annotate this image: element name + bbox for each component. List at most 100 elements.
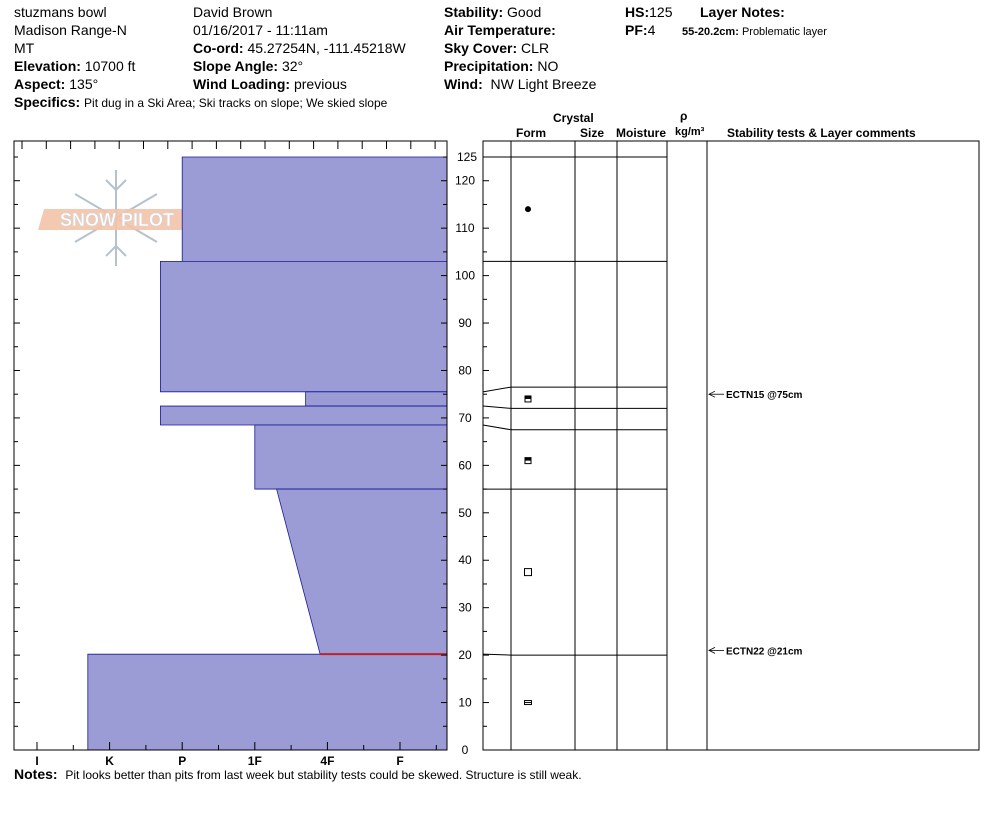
half-square-fill	[525, 457, 531, 461]
hardness-tick-label: 1F	[248, 754, 262, 768]
slope-row: Slope Angle: 32°	[193, 58, 303, 74]
dot-icon	[525, 206, 531, 213]
stability-row: Stability: Good	[444, 4, 541, 20]
coord-value: 45.27254N, -111.45218W	[247, 40, 406, 56]
hardness-tick-label: K	[105, 754, 114, 768]
aspect-label: Aspect:	[14, 76, 66, 92]
hardness-layer	[305, 391, 448, 407]
sky-row: Sky Cover: CLR	[444, 40, 549, 56]
moisture-header: Moisture	[616, 126, 667, 140]
height-tick-label: 40	[458, 553, 472, 567]
hs-value: 125	[649, 4, 673, 20]
size-header: Size	[580, 126, 605, 140]
half-square-icon	[524, 395, 532, 403]
hardness-layer	[160, 260, 448, 393]
wind-loading-label: Wind Loading:	[193, 76, 291, 92]
stability-value: Good	[507, 4, 542, 20]
hardness-layer	[87, 653, 448, 751]
sky-label: Sky Cover:	[444, 40, 518, 56]
stability-label: Stability:	[444, 4, 504, 20]
height-tick-label: 50	[458, 506, 472, 520]
hardness-frame	[13, 140, 448, 751]
observation-datetime: 01/16/2017 - 11:11am	[193, 22, 328, 38]
snowpilot-logo: SNOW PILOT	[38, 170, 196, 266]
rho-header: ρ	[680, 109, 688, 123]
wind-loading-value: previous	[293, 76, 347, 92]
hardness-layer	[254, 424, 448, 490]
hardness-tick-label: 4F	[320, 754, 334, 768]
layer-note: 55-20.2cm: Problematic layer	[682, 24, 827, 40]
layer-note-range: 55-20.2cm:	[682, 26, 739, 38]
density-unit-header: kg/m³	[675, 126, 705, 138]
rect-icon	[524, 700, 532, 706]
elevation-label: Elevation:	[14, 58, 81, 74]
precip-label: Precipitation:	[444, 58, 534, 74]
aspect-value: 135°	[69, 76, 99, 92]
hardness-tick-label: I	[35, 754, 38, 768]
precip-value: NO	[537, 58, 559, 74]
air-temp-label: Air Temperature:	[444, 22, 556, 38]
hs-label: HS:	[625, 4, 650, 20]
stability-test-marker: ECTN22 @21cm	[708, 646, 803, 657]
pf-row: PF:4	[625, 22, 655, 38]
snowpilot-logo-text: SNOW PILOT	[60, 210, 174, 230]
sky-value: CLR	[521, 40, 550, 56]
layer-connector	[482, 653, 512, 656]
stability-test-label: ECTN15 @75cm	[726, 390, 803, 401]
specifics-label: Specifics:	[14, 94, 81, 110]
wind-value: NW Light Breeze	[490, 76, 597, 92]
wind-label: Wind:	[444, 76, 483, 92]
range-name: Madison Range-N	[14, 22, 127, 38]
height-tick-label: 90	[458, 316, 472, 330]
state-name: MT	[14, 40, 35, 56]
notes-label: Notes:	[14, 766, 58, 782]
layer-connector	[482, 424, 512, 431]
hardness-tick-label: P	[178, 754, 186, 768]
height-tick-label: 10	[458, 696, 472, 710]
arrow-head-icon	[708, 647, 716, 654]
height-tick-label: 120	[455, 174, 475, 188]
hardness-layer	[181, 156, 448, 262]
elevation-row: Elevation: 10700 ft	[14, 58, 135, 74]
pf-label: PF:	[625, 22, 648, 38]
half-square-fill	[525, 395, 531, 399]
air-temp-row: Air Temperature:	[444, 22, 556, 38]
layer-connector	[482, 405, 512, 409]
height-tick-label: 80	[458, 363, 472, 377]
pf-value: 4	[647, 22, 656, 38]
notes-row: Notes: Pit looks better than pits from l…	[14, 766, 582, 783]
arrow-head-icon	[708, 390, 716, 398]
height-tick-label: 125	[457, 150, 477, 164]
height-tick-label: 70	[458, 411, 472, 425]
stability-test-label: ECTN22 @21cm	[726, 646, 803, 657]
height-tick-label: 20	[458, 648, 472, 662]
specifics-row: Specifics: Pit dug in a Ski Area; Ski tr…	[14, 94, 387, 111]
crystal-header: Crystal	[553, 111, 594, 125]
observer-name: David Brown	[193, 4, 273, 20]
coord-label: Co-ord:	[193, 40, 244, 56]
slope-label: Slope Angle:	[193, 58, 279, 74]
notes-text: Pit looks better than pits from last wee…	[65, 768, 582, 782]
layer-notes-label: Layer Notes:	[700, 4, 785, 20]
precip-row: Precipitation: NO	[444, 58, 558, 74]
location-name: stuzmans bowl	[14, 4, 107, 20]
stability-test-marker: ECTN15 @75cm	[708, 390, 803, 401]
layer-connector	[482, 386, 512, 393]
square-icon	[524, 568, 532, 577]
height-tick-label: 0	[462, 743, 469, 757]
hardness-tick-label: F	[396, 754, 403, 768]
specifics-value: Pit dug in a Ski Area; Ski tracks on slo…	[84, 96, 388, 110]
half-square-icon	[524, 457, 532, 465]
height-tick-label: 30	[458, 601, 472, 615]
aspect-row: Aspect: 135°	[14, 76, 98, 92]
coord-row: Co-ord: 45.27254N, -111.45218W	[193, 40, 406, 56]
elevation-value: 10700 ft	[84, 58, 136, 74]
wind-loading-row: Wind Loading: previous	[193, 76, 347, 92]
layer-note-text: Problematic layer	[741, 26, 827, 38]
height-tick-label: 60	[458, 458, 472, 472]
height-tick-label: 100	[455, 269, 475, 283]
wind-row: Wind: NW Light Breeze	[444, 76, 596, 92]
stability-tests-header: Stability tests & Layer comments	[727, 126, 916, 140]
layer-table-frame	[482, 140, 980, 751]
